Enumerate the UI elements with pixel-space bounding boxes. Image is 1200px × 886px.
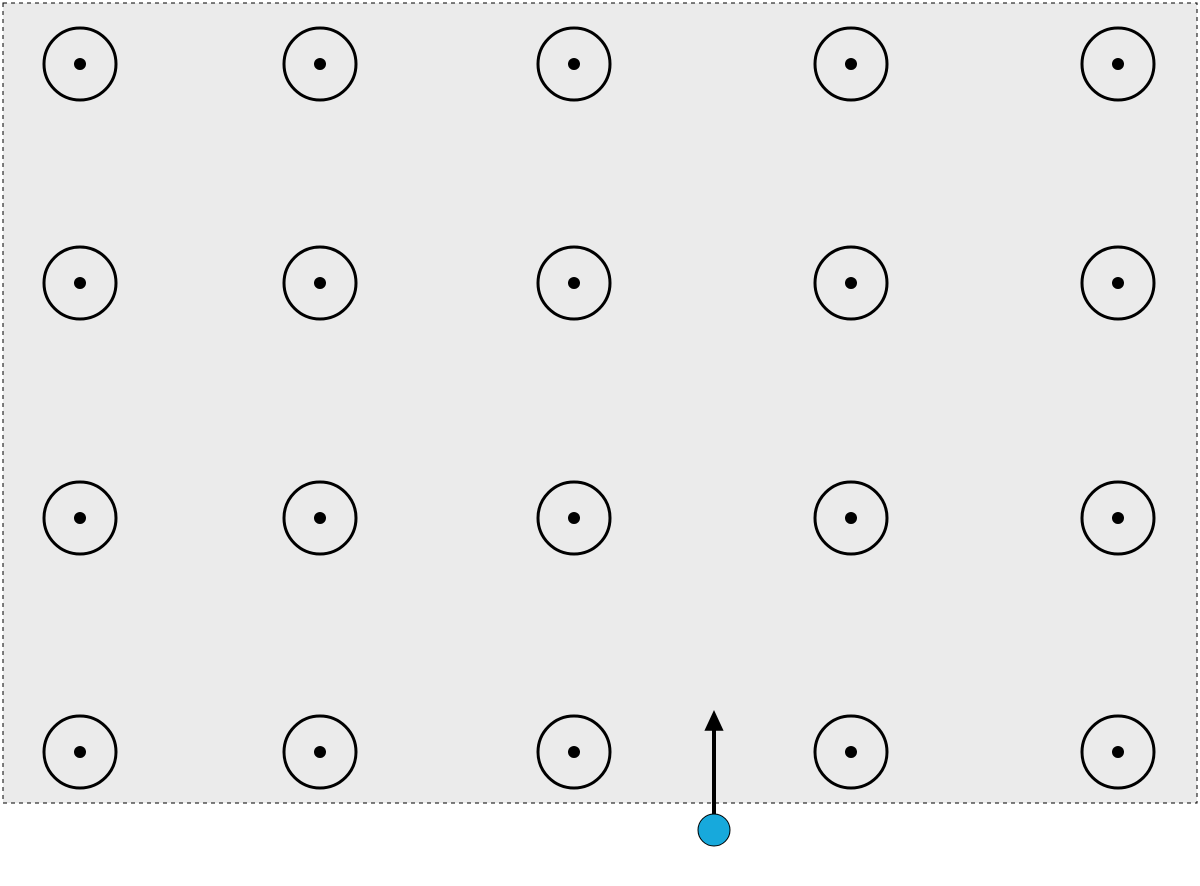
charged-particle [698, 814, 730, 846]
field-region [3, 3, 1197, 803]
magnetic-field-diagram [0, 0, 1200, 886]
